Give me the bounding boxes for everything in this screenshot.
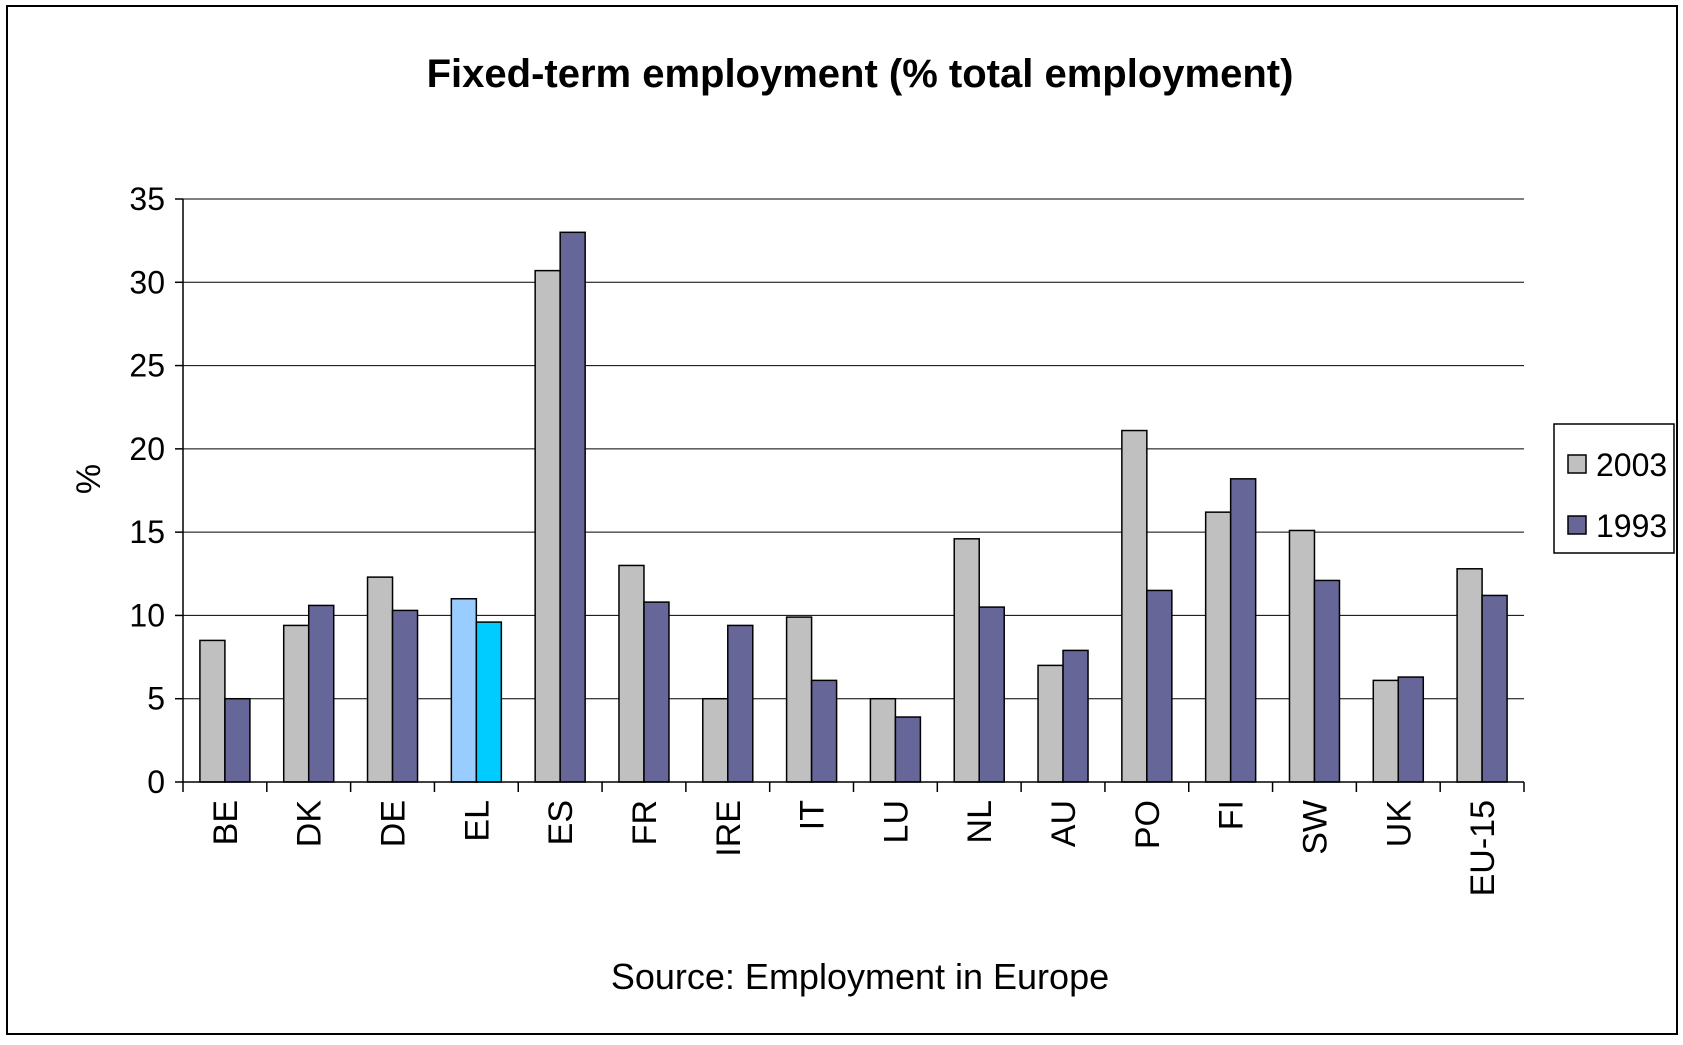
bar-2003-LU xyxy=(869,697,897,783)
bar-2003-FR xyxy=(618,564,645,783)
bar-2003-SW xyxy=(1288,529,1316,783)
legend-swatch-1993 xyxy=(1567,515,1587,535)
x-tick-label: FR xyxy=(626,800,664,845)
bar-2003-IT xyxy=(785,616,813,783)
y-tick-label: 20 xyxy=(129,431,165,467)
legend-swatch-2003 xyxy=(1567,454,1587,474)
bar-1993-LU xyxy=(894,716,922,783)
chart-title: Fixed-term employment (% total employmen… xyxy=(427,52,1294,96)
x-tick-label: DK xyxy=(291,800,329,848)
legend: 2003 1993 xyxy=(1553,423,1675,554)
bar-1993-UK xyxy=(1397,676,1425,783)
bar-1993-AU xyxy=(1062,649,1089,783)
bar-1993-FR xyxy=(643,601,670,783)
bar-1993-NL xyxy=(978,606,1005,783)
x-tick-label: PO xyxy=(1129,800,1167,849)
x-tick-label: ES xyxy=(542,800,580,845)
y-tick-label: 10 xyxy=(129,597,165,633)
bar-chart: Fixed-term employment (% total employmen… xyxy=(70,52,1675,997)
bar-1993-ES xyxy=(559,231,586,783)
y-tick-label: 25 xyxy=(129,348,165,384)
y-tick-label: 15 xyxy=(129,514,165,550)
bar-1993-PO xyxy=(1146,589,1173,783)
bar-2003-DE xyxy=(366,576,394,783)
bar-2003-FI xyxy=(1204,511,1232,783)
x-tick-label: LU xyxy=(877,800,915,843)
bars xyxy=(199,231,1508,783)
x-tick-label: IT xyxy=(794,800,832,830)
y-tick-label: 5 xyxy=(147,681,165,717)
bar-2003-AU xyxy=(1037,664,1064,783)
bar-1993-DE xyxy=(391,609,419,783)
bar-1993-BE xyxy=(224,697,251,783)
axes xyxy=(175,198,1525,792)
x-tick-label: BE xyxy=(207,800,245,845)
x-tick-labels: BE DK DE EL ES FR IRE IT LU NL AU PO FI SW UK EU-15 xyxy=(207,800,1502,897)
x-tick-label: AU xyxy=(1045,800,1083,847)
bar-1993-EL xyxy=(475,621,503,783)
x-tick-label: IRE xyxy=(710,800,748,857)
x-tick-label: UK xyxy=(1380,800,1418,848)
bar-1993-DK xyxy=(307,604,335,783)
y-tick-labels: 0 5 10 15 20 25 30 35 xyxy=(129,181,165,800)
bar-1993-IRE xyxy=(727,624,754,783)
y-tick-label: 0 xyxy=(147,764,165,800)
x-tick-label: SW xyxy=(1296,800,1334,855)
bar-1993-EU-15 xyxy=(1481,594,1508,783)
y-tick-label: 35 xyxy=(129,181,165,217)
legend-label-1993: 1993 xyxy=(1596,508,1667,544)
bar-1993-FI xyxy=(1229,478,1257,783)
bar-2003-DK xyxy=(282,624,310,783)
bar-2003-UK xyxy=(1372,679,1400,783)
bar-2003-IRE xyxy=(702,697,729,783)
bar-1993-SW xyxy=(1313,579,1341,783)
bar-2003-PO xyxy=(1121,429,1148,783)
bar-2003-EL xyxy=(450,598,478,783)
bar-2003-NL xyxy=(953,538,980,783)
source-note: Source: Employment in Europe xyxy=(611,956,1109,997)
bar-2003-EU-15 xyxy=(1456,568,1483,783)
legend-label-2003: 2003 xyxy=(1596,447,1667,483)
y-axis-label: % xyxy=(70,464,108,494)
bar-2003-ES xyxy=(534,269,561,783)
x-tick-label: EL xyxy=(458,800,496,842)
x-tick-label: DE xyxy=(375,800,413,847)
y-tick-label: 30 xyxy=(129,264,165,300)
chart-frame: Fixed-term employment (% total employmen… xyxy=(6,5,1678,1035)
x-tick-label: FI xyxy=(1213,800,1251,830)
bar-1993-IT xyxy=(810,679,838,783)
bar-2003-BE xyxy=(199,639,226,783)
x-tick-label: EU-15 xyxy=(1464,800,1502,896)
x-tick-label: NL xyxy=(961,800,999,843)
